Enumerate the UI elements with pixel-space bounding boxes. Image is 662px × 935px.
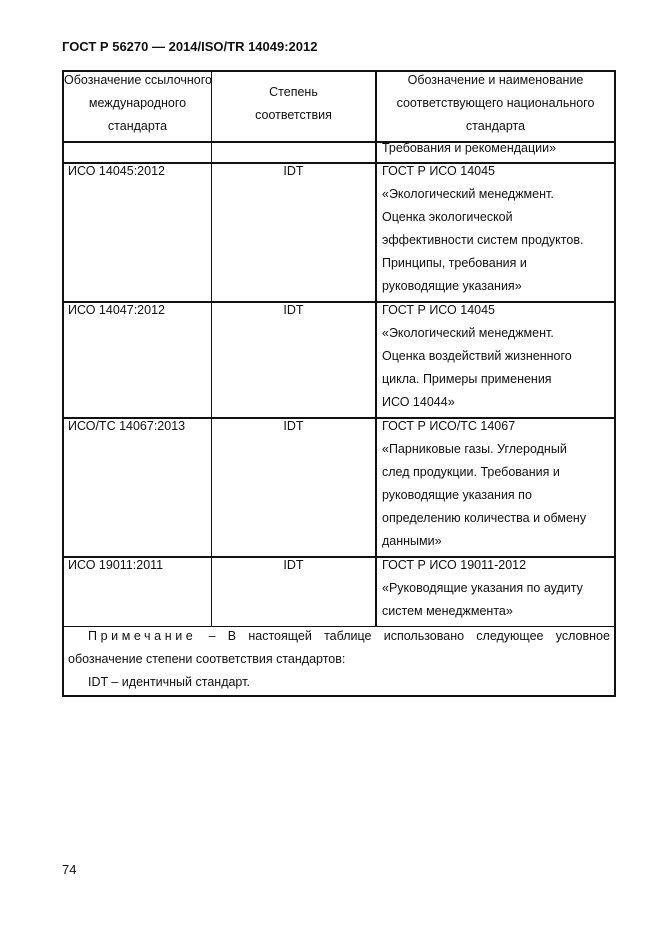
ref-standard-cell: ИСО 14045:2012	[64, 164, 212, 301]
note-label: Примечание	[88, 629, 197, 643]
national-standard-line: ГОСТ Р ИСО 14045	[382, 303, 496, 317]
national-standard-cell: Требования и рекомендации»	[377, 141, 614, 162]
header-national-standard: Обозначение и наименование соответствующе…	[377, 72, 614, 141]
national-standard-line: ГОСТ Р ИСО/ТС 14067	[382, 419, 516, 433]
note-line-3: IDT – идентичный стандарт.	[88, 675, 250, 689]
document-header: ГОСТ Р 56270 — 2014/ISO/TR 14049:2012	[62, 39, 318, 54]
degree-cell: IDT	[212, 419, 377, 556]
national-standard-line: «Руководящие указания по аудиту	[382, 581, 583, 595]
note-word: настоящей	[248, 629, 312, 643]
standards-correspondence-table: Обозначение ссылочного международного стан…	[62, 70, 616, 697]
table-row: ИСО 14045:2012 IDT ГОСТ Р ИСО 14045 «Эколог…	[64, 164, 614, 303]
header-line: соответствующего национального	[396, 96, 595, 110]
page-number: 74	[62, 862, 77, 877]
table-row: ИСО 19011:2011 IDT ГОСТ Р ИСО 19011-2012 «Р…	[64, 558, 614, 627]
national-standard-line: «Экологический менеджмент.	[382, 187, 554, 201]
degree-cell	[212, 141, 377, 162]
note-word: условное	[555, 629, 610, 643]
national-standard-cell: ГОСТ Р ИСО/ТС 14067 «Парниковые газы. Угл…	[377, 419, 614, 556]
header-ref-standard: Обозначение ссылочного международного стан…	[64, 72, 212, 141]
note-line-2: обозначение степени соответствия стандар…	[68, 652, 346, 666]
ref-standard-cell	[64, 141, 212, 162]
note-word: использовано	[383, 629, 465, 643]
national-standard-line: Принципы, требования и	[382, 256, 527, 270]
ref-standard: ИСО 19011:2011	[68, 558, 164, 572]
note-word: следующее	[476, 629, 544, 643]
national-standard-line: Оценка воздействий жизненного	[382, 349, 572, 363]
header-degree: Степень соответствия	[212, 72, 377, 141]
ref-standard-cell: ИСО/ТС 14067:2013	[64, 419, 212, 556]
header-line: соответствия	[255, 108, 332, 122]
national-standard-line: Оценка экологической	[382, 210, 513, 224]
note-word: –	[208, 629, 216, 643]
degree: IDT	[283, 558, 304, 572]
national-standard-cell: ГОСТ Р ИСО 14045 «Экологический менеджмен…	[377, 303, 614, 417]
national-standard-line: цикла. Примеры применения	[382, 372, 552, 386]
national-standard-line: «Парниковые газы. Углеродный	[382, 442, 567, 456]
note-word: В	[227, 629, 237, 643]
table-row: ИСО/ТС 14067:2013 IDT ГОСТ Р ИСО/ТС 14067 «…	[64, 419, 614, 558]
degree-cell: IDT	[212, 164, 377, 301]
header-line: Обозначение ссылочного	[64, 73, 212, 87]
header-line: стандарта	[465, 119, 526, 133]
national-standard-line: «Экологический менеджмент.	[382, 326, 554, 340]
national-standard-cell: ГОСТ Р ИСО 14045 «Экологический менеджмен…	[377, 164, 614, 301]
header-line: международного	[88, 96, 187, 110]
national-standard-line: руководящие указания по	[382, 488, 532, 502]
national-standard-line: систем менеджмента»	[382, 604, 513, 618]
degree: IDT	[283, 419, 304, 433]
table-row: Требования и рекомендации»	[64, 141, 614, 164]
national-standard-line: данными»	[382, 534, 442, 548]
ref-standard: ИСО/ТС 14067:2013	[68, 419, 186, 433]
header-line: стандарта	[107, 119, 168, 133]
table-header-row: Обозначение ссылочного международного стан…	[64, 72, 614, 143]
national-standard-line: эффективности систем продуктов.	[382, 233, 584, 247]
national-standard-line: Требования и рекомендации»	[382, 141, 557, 155]
national-standard-line: ГОСТ Р ИСО 19011-2012	[382, 558, 527, 572]
table-row: ИСО 14047:2012 IDT ГОСТ Р ИСО 14045 «Эколог…	[64, 303, 614, 419]
ref-standard: ИСО 14047:2012	[68, 303, 165, 317]
ref-standard: ИСО 14045:2012	[68, 164, 165, 178]
note-word: таблице	[324, 629, 372, 643]
ref-standard-cell: ИСО 19011:2011	[64, 558, 212, 626]
degree: IDT	[283, 164, 304, 178]
header-line: Обозначение и наименование	[407, 73, 584, 87]
national-standard-line: ИСО 14044»	[382, 395, 455, 409]
degree-cell: IDT	[212, 303, 377, 417]
national-standard-line: руководящие указания»	[382, 279, 522, 293]
national-standard-line: определению количества и обмену	[382, 511, 587, 525]
header-line: Степень	[269, 85, 318, 99]
national-standard-line: ГОСТ Р ИСО 14045	[382, 164, 496, 178]
national-standard-cell: ГОСТ Р ИСО 19011-2012 «Руководящие указан…	[377, 558, 614, 626]
national-standard-line: след продукции. Требования и	[382, 465, 560, 479]
degree: IDT	[283, 303, 304, 317]
degree-cell: IDT	[212, 558, 377, 626]
ref-standard-cell: ИСО 14047:2012	[64, 303, 212, 417]
